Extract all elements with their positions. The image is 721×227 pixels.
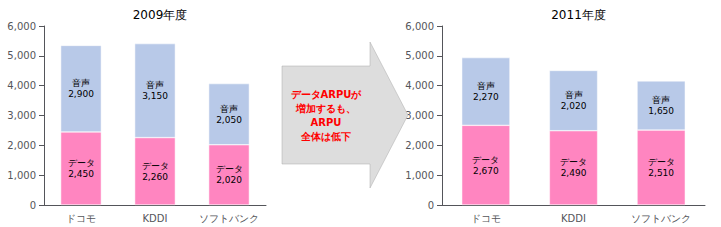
svg-text:4,000: 4,000 (405, 80, 434, 91)
svg-text:2,000: 2,000 (7, 140, 36, 151)
svg-text:ARPU: ARPU (311, 117, 342, 128)
svg-text:2,050: 2,050 (216, 115, 242, 125)
svg-text:2,020: 2,020 (216, 175, 242, 185)
svg-text:データ: データ (142, 161, 169, 171)
svg-text:ソフトバンク: ソフトバンク (199, 213, 259, 224)
svg-text:音声: 音声 (565, 90, 583, 100)
svg-text:6,000: 6,000 (405, 21, 434, 32)
svg-text:5,000: 5,000 (405, 50, 434, 61)
svg-text:2,260: 2,260 (142, 172, 168, 182)
svg-text:2,670: 2,670 (473, 166, 499, 176)
svg-text:2,510: 2,510 (648, 168, 674, 178)
svg-text:増加するも、: 増加するも、 (295, 103, 356, 115)
svg-text:音声: 音声 (220, 104, 238, 114)
svg-text:2009年度: 2009年度 (133, 8, 188, 22)
svg-text:1,000: 1,000 (7, 170, 36, 181)
svg-text:0: 0 (30, 200, 36, 211)
svg-text:5,000: 5,000 (7, 50, 36, 61)
svg-text:データ: データ (560, 157, 587, 167)
svg-text:3,000: 3,000 (405, 110, 434, 121)
svg-text:データARPUが: データARPUが (291, 89, 363, 100)
svg-text:音声: 音声 (477, 81, 495, 91)
svg-text:4,000: 4,000 (7, 80, 36, 91)
svg-text:6,000: 6,000 (7, 21, 36, 32)
svg-text:データ: データ (216, 164, 243, 174)
svg-text:ドコモ: ドコモ (471, 213, 501, 224)
svg-text:0: 0 (428, 200, 434, 211)
svg-text:2,020: 2,020 (561, 101, 587, 111)
svg-text:2011年度: 2011年度 (551, 8, 606, 22)
svg-text:KDDI: KDDI (561, 213, 586, 224)
svg-text:音声: 音声 (652, 95, 670, 105)
svg-text:ドコモ: ドコモ (66, 213, 96, 224)
svg-text:1,000: 1,000 (405, 170, 434, 181)
svg-text:2,270: 2,270 (473, 92, 499, 102)
svg-text:音声: 音声 (146, 80, 164, 90)
svg-text:データ: データ (68, 158, 95, 168)
svg-text:3,150: 3,150 (142, 91, 168, 101)
svg-text:1,650: 1,650 (648, 106, 674, 116)
svg-text:音声: 音声 (72, 78, 90, 88)
svg-text:ソフトバンク: ソフトバンク (631, 213, 691, 224)
svg-text:KDDI: KDDI (143, 213, 168, 224)
svg-text:3,000: 3,000 (7, 110, 36, 121)
svg-text:2,490: 2,490 (561, 168, 587, 178)
svg-text:データ: データ (472, 155, 499, 165)
svg-text:全体は低下: 全体は低下 (300, 131, 351, 142)
svg-text:2,450: 2,450 (68, 169, 94, 179)
svg-text:2,000: 2,000 (405, 140, 434, 151)
svg-text:データ: データ (648, 157, 675, 167)
svg-text:2,900: 2,900 (68, 89, 94, 99)
